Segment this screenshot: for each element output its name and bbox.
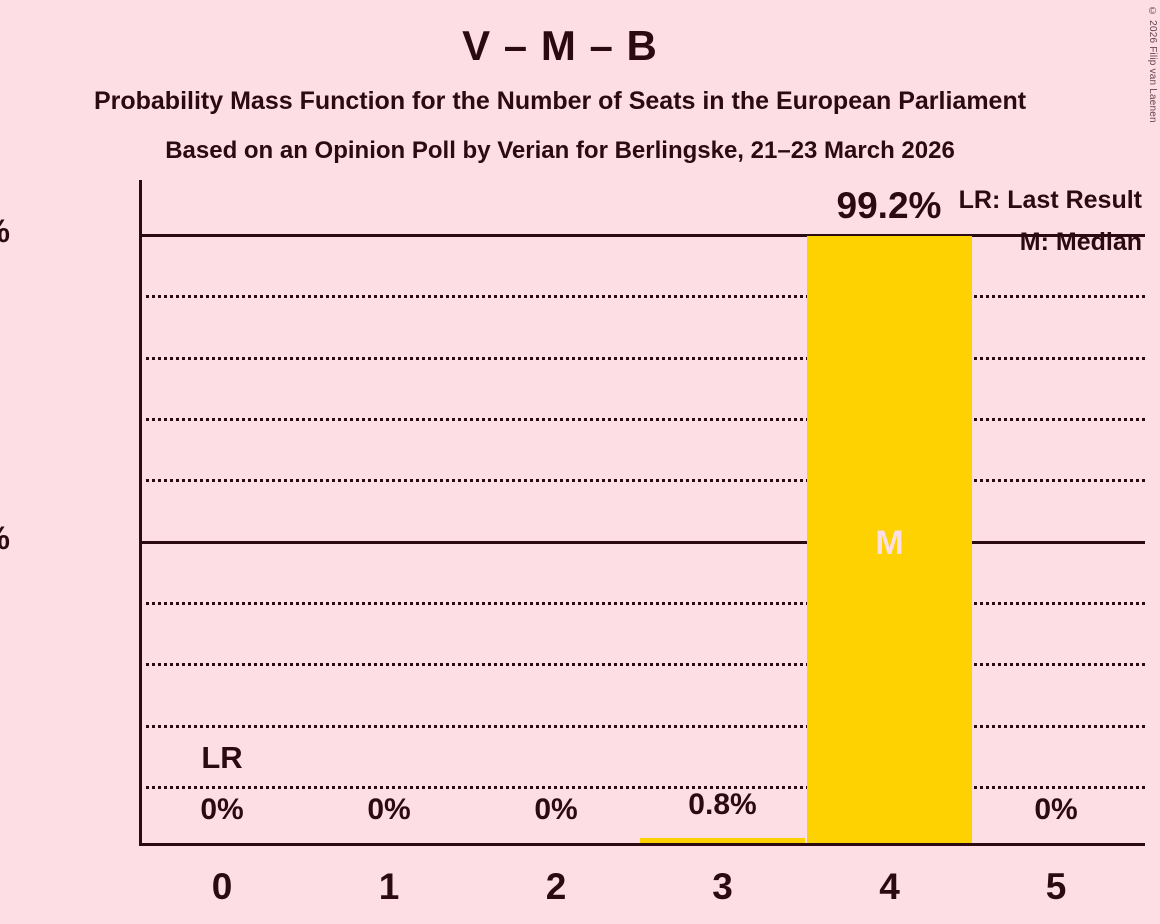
plot-area: M 0% 0% 0% 0.8% 99.2% 0% LR: [139, 180, 1145, 846]
x-axis-tick-0: 0: [211, 866, 233, 907]
bar-seat-3: [640, 838, 805, 843]
x-axis-tick-4: 4: [879, 866, 900, 907]
gridline-90: [139, 295, 1145, 298]
gridline-30: [139, 663, 1145, 666]
y-axis-label-50: 50%: [0, 520, 10, 557]
bar-seat-4: M: [807, 236, 972, 843]
chart-subtitle: Probability Mass Function for the Number…: [93, 87, 1027, 115]
value-label-seat-1: 0%: [367, 793, 411, 826]
gridline-10: [139, 786, 1145, 789]
gridline-20: [139, 725, 1145, 728]
value-label-seat-0: 0%: [200, 793, 244, 826]
gridline-50: [139, 541, 1145, 544]
value-label-seat-3: 0.8%: [688, 788, 757, 821]
x-axis-line: [139, 843, 1145, 846]
legend-median: M: Median: [1019, 228, 1142, 256]
legend-last-result: LR: Last Result: [958, 186, 1142, 214]
x-axis-tick-2: 2: [545, 866, 567, 907]
value-label-seat-4: 99.2%: [836, 185, 942, 226]
copyright-notice: © 2026 Filip van Laenen: [1147, 6, 1158, 123]
last-result-marker-label: LR: [201, 740, 243, 775]
x-axis-tick-5: 5: [1045, 866, 1067, 907]
gridline-60: [139, 479, 1145, 482]
value-label-seat-5: 0%: [1034, 793, 1078, 826]
y-axis-line: [139, 180, 142, 846]
gridline-70: [139, 418, 1145, 421]
x-axis-tick-3: 3: [712, 866, 733, 907]
median-marker-label: M: [875, 524, 904, 562]
gridline-40: [139, 602, 1145, 605]
page-title: V – M – B: [462, 22, 658, 69]
value-label-seat-2: 0%: [534, 793, 578, 826]
y-axis-label-100: 100%: [0, 213, 10, 250]
x-axis-tick-1: 1: [378, 866, 400, 907]
gridline-100: [139, 234, 1145, 237]
gridline-80: [139, 357, 1145, 360]
chart-source-line: Based on an Opinion Poll by Verian for B…: [165, 137, 955, 164]
